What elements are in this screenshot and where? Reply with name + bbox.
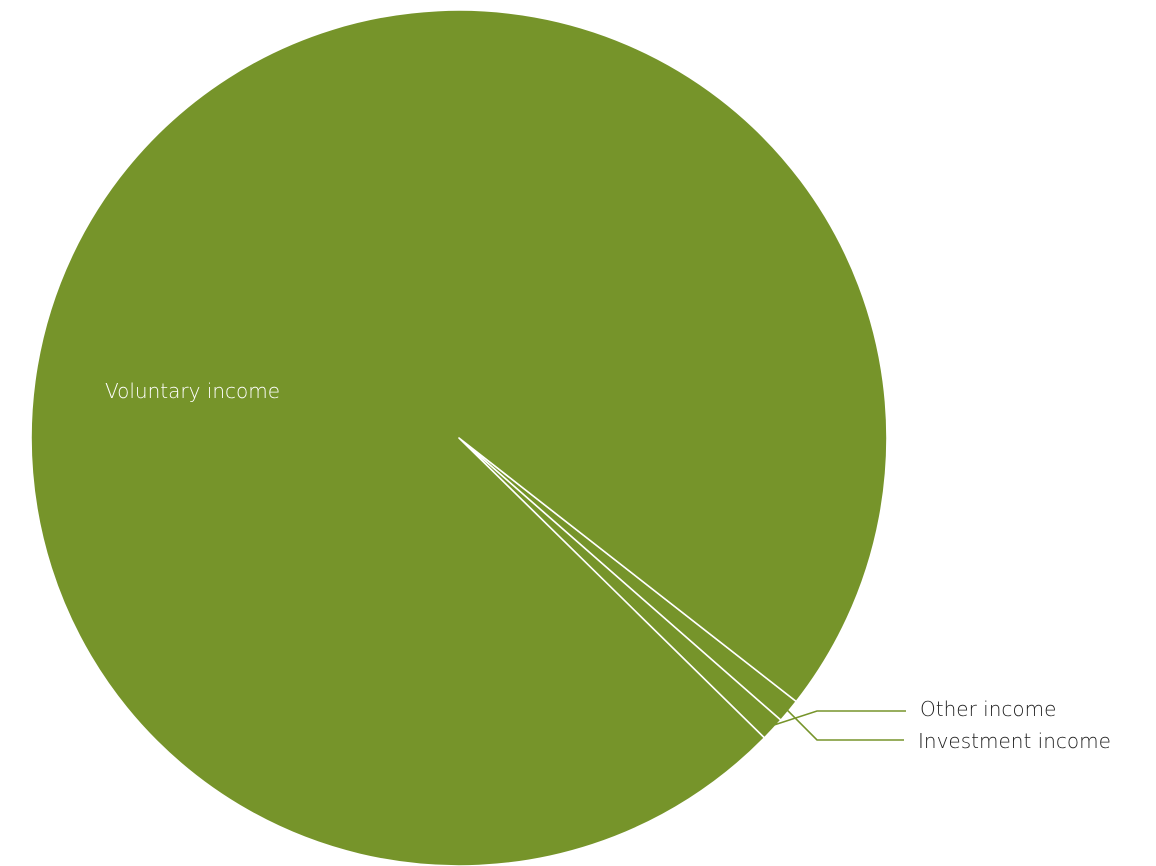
- slice-label-other-income: Other income: [920, 697, 1056, 721]
- pie-slices: [30, 9, 888, 866]
- pie-slice-voluntary-income: [30, 9, 888, 866]
- slice-label-investment-income: Investment income: [918, 729, 1111, 753]
- slice-labels: Voluntary income Other income Investment…: [105, 379, 1111, 753]
- slice-label-voluntary-income: Voluntary income: [105, 379, 280, 403]
- leader-line-other-income: [769, 710, 906, 728]
- leader-line-investment-income: [785, 707, 904, 741]
- leader-lines: [769, 707, 906, 741]
